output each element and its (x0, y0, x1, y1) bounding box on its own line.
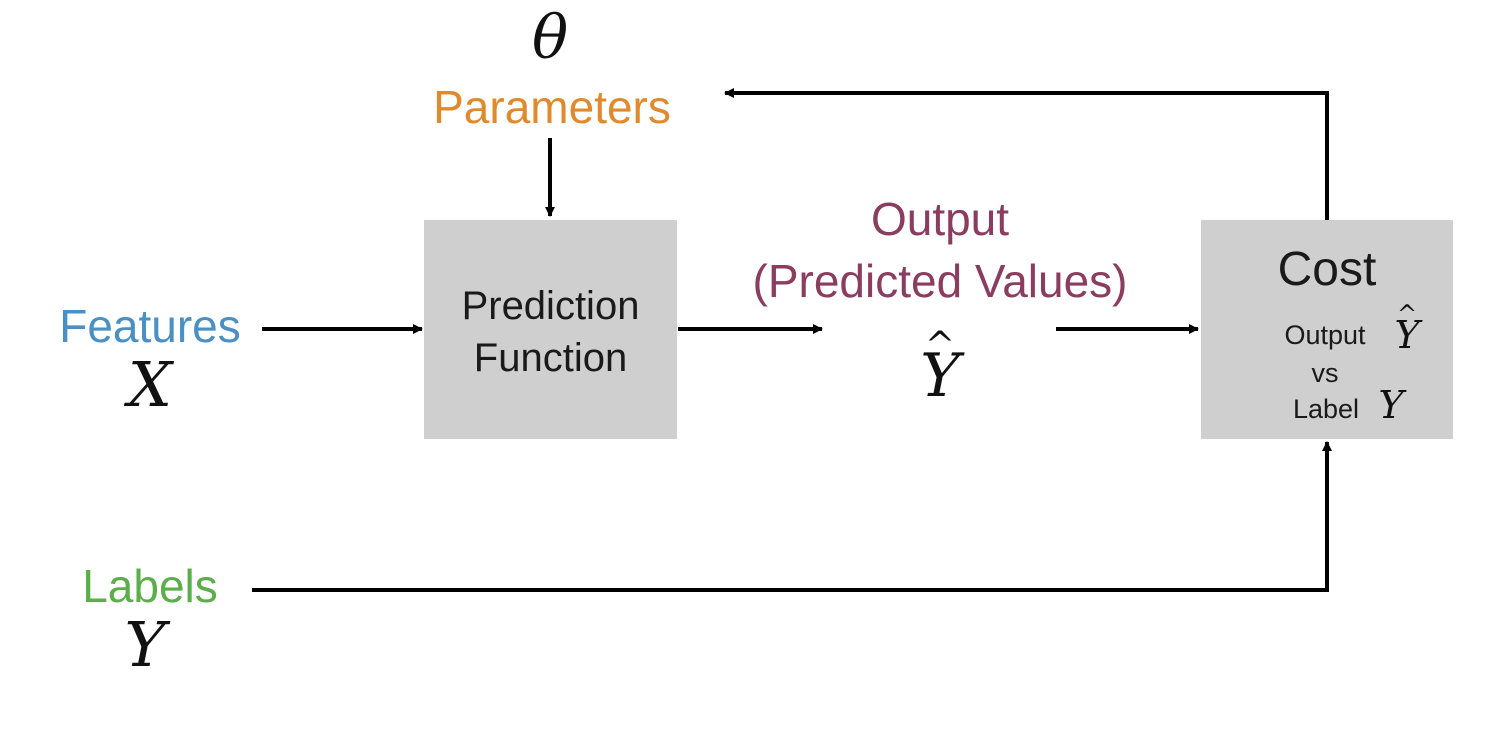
cost-title: Cost (1277, 243, 1377, 296)
y-hat-symbol: ^ Y (905, 325, 975, 411)
hat-mark: ^ (924, 325, 956, 366)
arrow-labels-to-cost (252, 441, 1332, 592)
cost-y-symbol: Y (1378, 383, 1404, 427)
cost-vs-text: vs (1311, 358, 1339, 388)
output-label: Output (870, 193, 1010, 245)
cost-y-hat-symbol: ^ Y (1389, 302, 1425, 358)
labels-label: Labels (82, 560, 218, 612)
prediction-function-line1: Prediction (461, 284, 640, 328)
theta-symbol: θ (531, 3, 569, 73)
prediction-function-box: Prediction Function (424, 220, 677, 439)
cost-box: Cost Output ^ Y vs Label Y (1201, 220, 1453, 439)
cost-label-text: Label (1292, 394, 1360, 424)
cost-y-hat-letter: Y (1394, 313, 1420, 357)
parameters-label: Parameters (433, 81, 671, 133)
prediction-function-line2: Function (473, 336, 628, 380)
y-hat-letter: Y (920, 341, 960, 411)
arrow-cost-to-parameters (724, 88, 1329, 220)
predicted-values-label: (Predicted Values) (752, 255, 1128, 307)
cost-output-text: Output (1284, 320, 1366, 350)
features-label: Features (59, 300, 241, 352)
y-symbol: Y (124, 608, 166, 681)
x-symbol: X (127, 348, 173, 421)
cost-hat-mark: ^ (1396, 300, 1418, 328)
